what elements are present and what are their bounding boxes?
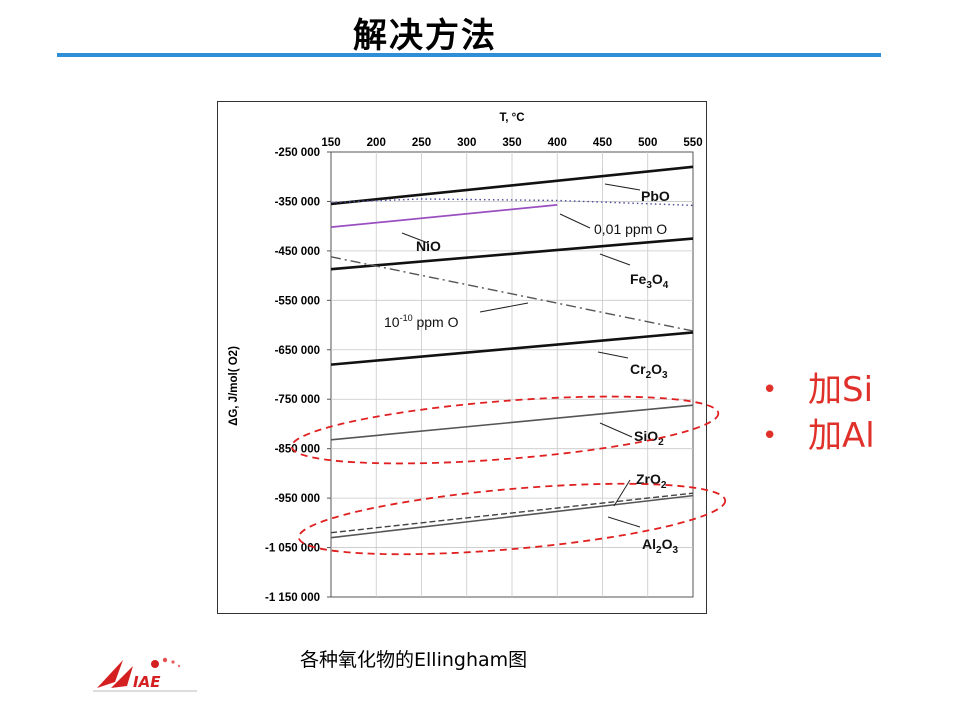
x-tick-label: 250 [412,137,431,149]
label-leader-4 [479,302,529,313]
y-tick-label: -1 050 000 [265,543,320,555]
series-line-3 [330,237,694,271]
x-tick-label: 300 [457,137,476,149]
series-label-7: ZrO2 [636,471,667,491]
x-tick-label: 350 [502,137,521,149]
y-axis-label: ΔG, J/mol( O2) [228,346,240,426]
label-leader-5 [597,351,629,359]
y-tick-label: -750 000 [275,394,320,406]
x-tick-label: 150 [321,137,340,149]
series-line-1 [330,204,558,229]
label-leader-7 [613,479,631,507]
series-line-2 [330,198,694,207]
label-leader-0 [604,183,641,191]
series-line-5 [330,331,694,366]
x-tick-label: 550 [683,137,702,149]
label-leader-6 [599,422,633,438]
label-leader-8 [607,516,641,528]
y-tick-label: -950 000 [275,493,320,505]
series-label-5: Cr2O3 [630,361,668,381]
slide-title: 解决方法 [353,16,497,56]
series-line-0 [330,165,694,206]
series-label-1: 0,01 ppm O [594,221,667,237]
bullet-item-al: • 加Al [762,413,875,459]
label-leader-2 [401,232,429,244]
series-label-3: Fe3O4 [630,271,669,291]
series-line-8 [330,494,694,539]
series-line-6 [330,404,694,441]
bullet-text: 加Al [808,416,875,456]
figure-caption: 各种氧化物的Ellingham图 [300,649,528,671]
series-label-0: PbO [641,188,670,204]
x-tick-label: 500 [638,137,657,149]
x-axis-label: T, °C [499,112,524,124]
y-tick-label: -550 000 [275,295,320,307]
x-tick-label: 200 [367,137,386,149]
bullet-text: 加Si [808,370,874,410]
y-tick-label: -850 000 [275,444,320,456]
y-tick-label: -450 000 [275,246,320,258]
iae-logo-icon: IAE [93,652,203,698]
series-line-4 [330,256,694,332]
y-tick-label: -1 150 000 [265,592,320,604]
title-rule [57,53,881,57]
label-leader-3 [599,253,631,266]
bullet-dot: • [762,421,778,451]
series-label-4: 10-10 ppm O [384,313,459,330]
bullet-item-si: • 加Si [762,367,875,413]
highlight-ellipse-al2o3 [297,482,727,556]
series-label-2: NiO [416,238,441,254]
bullet-dot: • [762,375,778,405]
highlight-ellipse-sio2 [290,395,720,465]
series-label-8: Al2O3 [642,536,678,556]
x-tick-label: 450 [593,137,612,149]
label-leader-1 [559,213,591,229]
y-tick-label: -250 000 [275,147,320,159]
series-line-7 [330,492,694,534]
y-tick-label: -350 000 [275,196,320,208]
bullet-list: • 加Si • 加Al [762,367,875,459]
x-tick-label: 400 [548,137,567,149]
logo-text: IAE [133,673,161,691]
y-tick-label: -650 000 [275,345,320,357]
